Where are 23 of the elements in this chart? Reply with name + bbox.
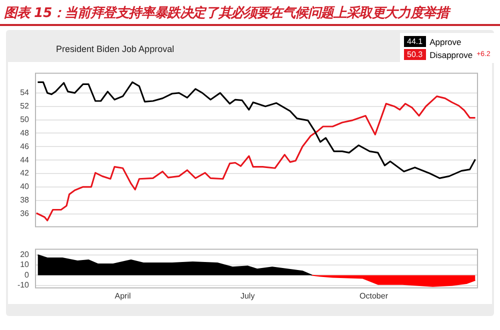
chart-subtitle: President Biden Job Approval bbox=[56, 44, 174, 54]
y-tick-label: 36 bbox=[20, 208, 30, 218]
y-tick-label: 40 bbox=[20, 182, 30, 192]
y-tick-label: 54 bbox=[20, 88, 30, 98]
y-tick-label: 10 bbox=[20, 260, 30, 270]
legend-label: Approve bbox=[430, 36, 462, 46]
text: 44.1 bbox=[404, 36, 426, 47]
legend-label: Disapprove bbox=[430, 50, 473, 60]
x-tick-label: April bbox=[114, 291, 131, 300]
y-tick-label: 52 bbox=[20, 102, 30, 111]
chart-title: 图表 15：当前拜登支持率暴跌决定了其必须要在气候问题上采取更大力度举措 bbox=[4, 4, 449, 22]
y-tick-label: 0 bbox=[24, 270, 30, 280]
y-tick-label: 50 bbox=[20, 114, 30, 124]
x-tick-label: October bbox=[360, 291, 388, 300]
y-tick-label: 46 bbox=[20, 142, 30, 151]
y-tick-label: 42 bbox=[20, 168, 30, 178]
y-tick-label: 38 bbox=[20, 196, 30, 205]
y-tick-label: -10 bbox=[17, 280, 30, 290]
x-tick-label: July bbox=[240, 291, 255, 300]
y-tick-label: 20 bbox=[20, 250, 30, 260]
y-tick-label: 44 bbox=[20, 155, 30, 164]
text: 50.3 bbox=[404, 49, 426, 60]
y-tick-label: 48 bbox=[20, 128, 30, 138]
